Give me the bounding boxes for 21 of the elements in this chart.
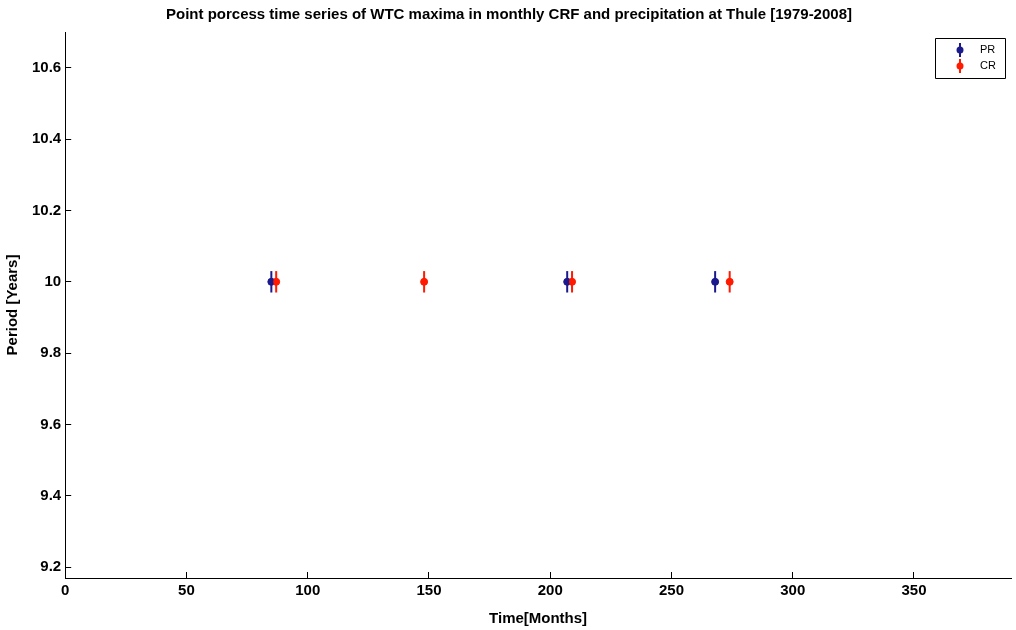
x-tick-label: 50 [178, 581, 195, 599]
x-tick-label: 0 [61, 581, 70, 599]
y-tick-label: 9.2 [40, 557, 62, 575]
y-tick-label: 10.4 [31, 129, 62, 147]
x-tick-label: 150 [416, 581, 442, 599]
y-tick-label: 10.2 [31, 200, 62, 218]
x-tick-label: 300 [780, 581, 806, 599]
y-tick-label: 9.4 [40, 486, 62, 504]
chart-title: Point porcess time series of WTC maxima in monthly CRF and precipitation at Thule [1979-2008] [166, 5, 852, 23]
y-tick-label: 10 [44, 271, 62, 289]
x-tick-label: 350 [901, 581, 927, 599]
y-tick-label: 9.8 [40, 343, 62, 361]
y-tick-label: 10.6 [31, 57, 62, 75]
legend-label: PR [980, 43, 996, 56]
x-tick-label: 200 [537, 581, 563, 599]
y-tick-label: 9.6 [40, 414, 62, 432]
x-tick-label: 100 [295, 581, 321, 599]
y-axis-title: Period [Years] [3, 254, 21, 356]
x-axis-title: Time[Months] [489, 609, 588, 627]
legend-label: CR [980, 59, 996, 72]
x-tick-label: 250 [658, 581, 684, 599]
